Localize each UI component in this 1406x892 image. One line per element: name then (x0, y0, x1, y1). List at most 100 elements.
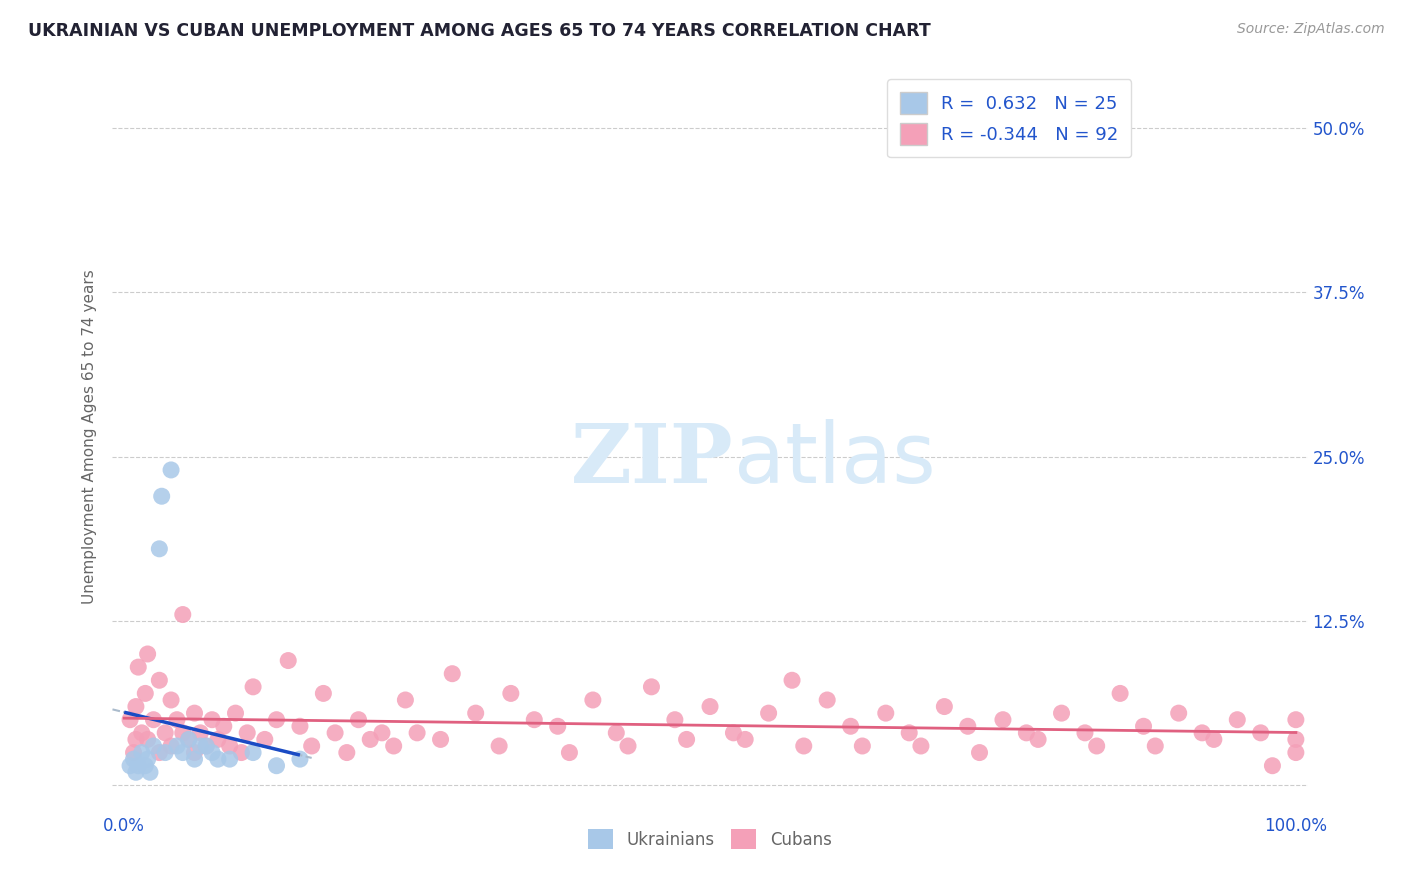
Point (382, 739, 405, 753)
Point (523, 713, 546, 727)
Text: atlas: atlas (734, 419, 935, 500)
Point (142, 713, 165, 727)
Point (547, 719, 569, 733)
Point (617, 739, 640, 753)
Point (699, 699, 721, 714)
Point (125, 765, 148, 780)
Point (136, 732, 159, 747)
Point (1285, 746, 1308, 760)
Point (122, 746, 145, 760)
Point (499, 686, 522, 700)
Point (301, 739, 323, 753)
Point (166, 739, 188, 753)
Text: UKRAINIAN VS CUBAN UNEMPLOYMENT AMONG AGES 65 TO 74 YEARS CORRELATION CHART: UKRAINIAN VS CUBAN UNEMPLOYMENT AMONG AG… (28, 22, 931, 40)
Point (122, 752, 145, 766)
Point (131, 726, 153, 740)
Point (323, 726, 346, 740)
Point (218, 752, 240, 766)
Point (969, 746, 991, 760)
Point (172, 726, 194, 740)
Point (195, 739, 218, 753)
Point (139, 765, 162, 780)
Point (758, 706, 780, 720)
Point (288, 752, 311, 766)
Point (1261, 758, 1284, 772)
Point (1285, 732, 1308, 747)
Point (266, 713, 288, 727)
Point (155, 726, 177, 740)
Point (956, 719, 979, 733)
Point (488, 739, 510, 753)
Point (1167, 706, 1189, 720)
Point (266, 758, 288, 772)
Point (336, 746, 359, 760)
Point (253, 732, 276, 747)
Point (734, 732, 756, 747)
Point (172, 607, 194, 622)
Point (142, 739, 165, 753)
Point (1226, 713, 1249, 727)
Point (793, 739, 815, 753)
Point (183, 706, 205, 720)
Point (347, 713, 370, 727)
Point (120, 713, 141, 727)
Point (160, 739, 183, 753)
Point (207, 752, 229, 766)
Point (359, 732, 381, 747)
Point (582, 693, 605, 707)
Point (125, 699, 148, 714)
Point (183, 746, 205, 760)
Point (125, 732, 148, 747)
Point (1132, 719, 1154, 733)
Point (605, 726, 627, 740)
Point (1191, 726, 1213, 740)
Point (131, 746, 153, 760)
Point (134, 758, 156, 772)
Text: ZIP: ZIP (571, 419, 734, 500)
Point (195, 739, 218, 753)
Point (815, 693, 838, 707)
Point (236, 726, 259, 740)
Point (898, 726, 921, 740)
Point (225, 706, 247, 720)
Point (934, 699, 956, 714)
Point (155, 746, 177, 760)
Legend: Ukrainians, Cubans: Ukrainians, Cubans (582, 822, 838, 855)
Point (675, 732, 697, 747)
Point (242, 746, 264, 760)
Point (242, 680, 264, 694)
Point (188, 739, 212, 753)
Point (177, 732, 200, 747)
Point (1050, 706, 1073, 720)
Point (166, 713, 188, 727)
Point (875, 706, 897, 720)
Point (406, 726, 429, 740)
Point (664, 713, 686, 727)
Point (160, 693, 183, 707)
Point (134, 686, 156, 700)
Point (1285, 713, 1308, 727)
Point (371, 726, 394, 740)
Point (991, 713, 1014, 727)
Point (429, 732, 451, 747)
Point (201, 746, 224, 760)
Point (150, 489, 173, 503)
Point (1085, 739, 1108, 753)
Point (780, 673, 803, 688)
Point (136, 647, 159, 661)
Point (136, 752, 159, 766)
Point (207, 732, 229, 747)
Point (127, 660, 149, 674)
Point (1144, 739, 1167, 753)
Point (201, 713, 224, 727)
Point (1250, 726, 1272, 740)
Point (148, 673, 170, 688)
Point (1026, 732, 1049, 747)
Text: Source: ZipAtlas.com: Source: ZipAtlas.com (1237, 22, 1385, 37)
Point (910, 739, 932, 753)
Point (127, 758, 149, 772)
Y-axis label: Unemployment Among Ages 65 to 74 years: Unemployment Among Ages 65 to 74 years (82, 269, 97, 605)
Point (160, 463, 183, 477)
Point (148, 541, 170, 556)
Point (441, 666, 464, 681)
